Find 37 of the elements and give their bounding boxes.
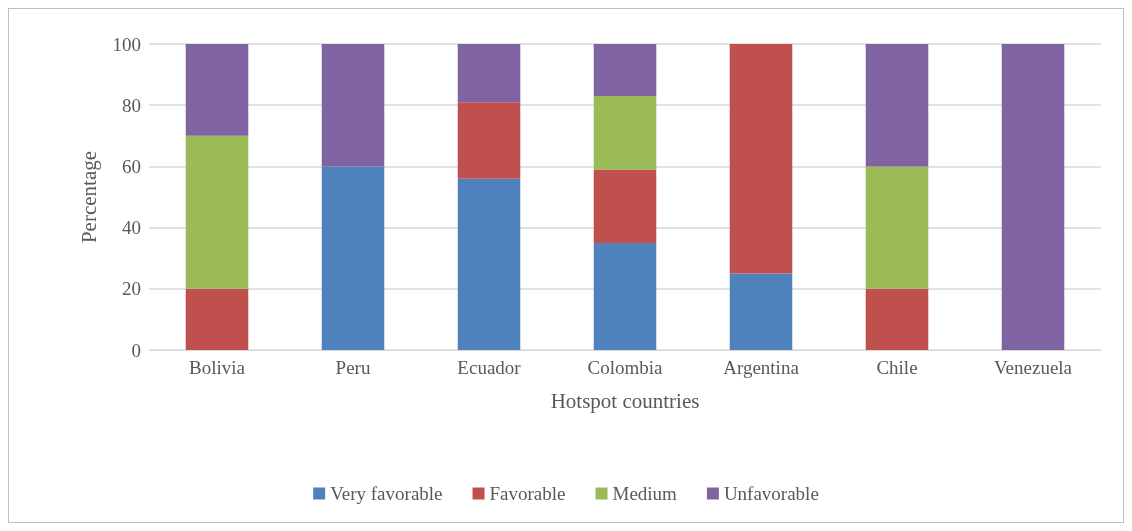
bar: [457, 44, 521, 103]
bar: [321, 166, 385, 350]
bar: [593, 169, 657, 243]
bar: [185, 288, 249, 350]
y-axis-title: Percentage: [76, 150, 101, 244]
legend-label: Favorable: [489, 483, 566, 504]
y-tick-label: 100: [112, 33, 141, 55]
bar: [321, 44, 385, 167]
bar: [457, 178, 521, 350]
bar: [593, 96, 657, 170]
y-tick-label: 20: [122, 278, 141, 300]
x-tick-label: Peru: [335, 357, 371, 378]
bar: [593, 44, 657, 97]
y-tick-label: 40: [122, 217, 141, 239]
x-tick-label: Bolivia: [189, 357, 246, 378]
x-axis-title: Hotspot countries: [550, 388, 700, 413]
x-tick-label: Chile: [876, 357, 918, 378]
legend-label: Medium: [612, 483, 678, 504]
bar: [729, 273, 793, 350]
bar: [185, 44, 249, 136]
x-tick-label: Colombia: [587, 357, 664, 378]
bar: [729, 44, 793, 274]
y-tick-label: 60: [122, 155, 141, 177]
bar: [1001, 44, 1065, 350]
y-tick-label: 80: [122, 94, 141, 116]
x-tick-label: Argentina: [723, 357, 800, 378]
bar: [865, 288, 929, 350]
bar: [593, 242, 657, 350]
bar: [457, 102, 521, 179]
y-tick-label: 0: [131, 339, 141, 361]
legend-label: Unfavorable: [723, 483, 819, 504]
bar: [865, 44, 929, 167]
bar: [865, 166, 929, 289]
legend-label: Very favorable: [330, 483, 443, 504]
x-tick-label: Ecuador: [457, 357, 522, 378]
x-tick-label: Venezuela: [993, 357, 1073, 378]
bar: [185, 135, 249, 289]
